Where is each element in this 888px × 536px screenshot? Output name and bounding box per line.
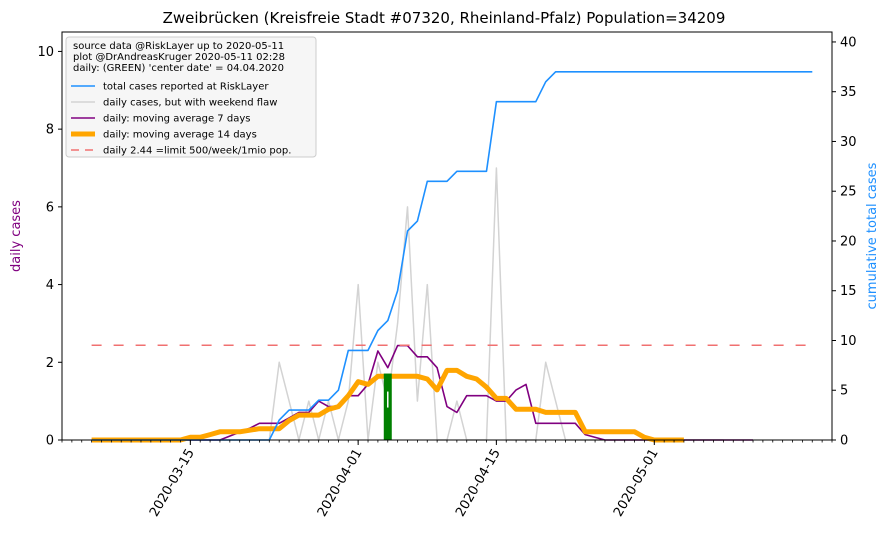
x-tick-label: 2020-05-01 (611, 447, 662, 520)
y-left-tick-label: 0 (46, 434, 54, 449)
y-right-tick-label: 15 (840, 284, 857, 299)
y-right-tick-label: 0 (840, 434, 848, 449)
y-right-tick-label: 25 (840, 185, 857, 200)
x-tick-label: 2020-04-15 (453, 447, 504, 520)
y-right-tick-label: 30 (840, 135, 857, 150)
legend-box (65, 36, 317, 158)
legend-header-line: source data @RiskLayer up to 2020-05-11 (73, 41, 284, 52)
x-tick-label: 2020-03-15 (147, 447, 198, 520)
y-left-tick-label: 2 (46, 356, 54, 371)
series-line-3 (91, 367, 684, 443)
plot-area (91, 71, 813, 443)
y-right-tick-label: 10 (840, 334, 857, 349)
legend-entry-label: daily cases, but with weekend flaw (103, 98, 277, 109)
legend-header-line: daily: (GREEN) 'center date' = 04.04.202… (73, 63, 284, 74)
y-right-tick-label: 20 (840, 234, 857, 249)
legend-entry-label: daily 2.44 =limit 500/week/1mio pop. (103, 146, 291, 157)
x-tick-label: 2020-04-01 (315, 447, 366, 520)
y-right-tick-label: 5 (840, 384, 848, 399)
y-right-tick-label: 40 (840, 35, 857, 50)
y-left-tick-label: 10 (37, 45, 54, 60)
y-left-tick-label: 8 (46, 123, 54, 138)
y-right-tick-label: 35 (840, 85, 857, 100)
y-axis-label-right: cumulative total cases (865, 162, 880, 309)
series-line-2 (91, 344, 753, 441)
series-line-1 (91, 167, 724, 441)
legend-entry-label: total cases reported at RiskLayer (103, 82, 269, 93)
legend-entry-label: daily: moving average 7 days (103, 114, 250, 125)
legend-header-line: plot @DrAndreasKruger 2020-05-11 02:28 (73, 52, 285, 63)
legend: source data @RiskLayer up to 2020-05-11p… (65, 36, 317, 158)
y-left-tick-label: 4 (46, 278, 54, 293)
series-line-0 (91, 71, 813, 441)
legend-entry-label: daily: moving average 14 days (103, 130, 257, 141)
y-left-tick-label: 6 (46, 200, 54, 215)
chart-title: Zweibrücken (Kreisfreie Stadt #07320, Rh… (163, 9, 726, 27)
y-axis-label-left: daily cases (9, 200, 24, 272)
